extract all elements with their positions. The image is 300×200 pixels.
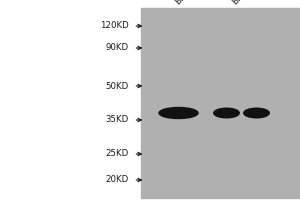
Bar [141, 8, 300, 198]
Text: Brain: Brain [174, 0, 197, 6]
Ellipse shape [244, 108, 269, 118]
Text: Brain: Brain [231, 0, 254, 6]
Text: 25KD: 25KD [106, 150, 129, 158]
Text: 90KD: 90KD [106, 44, 129, 52]
Text: 35KD: 35KD [106, 116, 129, 124]
Text: 20KD: 20KD [106, 176, 129, 184]
Text: 120KD: 120KD [100, 21, 129, 30]
Ellipse shape [159, 108, 198, 118]
Text: 50KD: 50KD [106, 82, 129, 90]
Ellipse shape [214, 108, 239, 118]
